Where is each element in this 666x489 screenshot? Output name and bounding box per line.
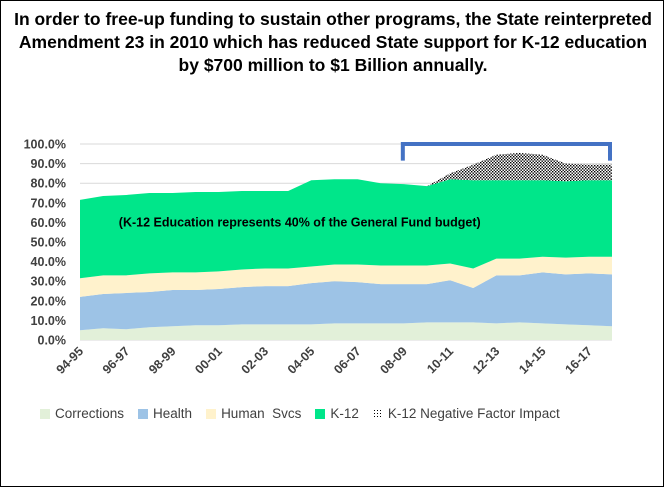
legend-label: Human Svcs (221, 406, 302, 421)
x-tick-label: 04-05 (285, 344, 318, 377)
legend-swatch (206, 408, 217, 419)
y-tick-label: 50.0% (31, 236, 66, 250)
legend-item: K-12 (315, 406, 359, 421)
legend: Corrections Health Human Svcs K-12 K-12 Nega… (40, 406, 640, 421)
legend-label: K-12 Negative Factor Impact (387, 406, 560, 421)
y-tick-label: 30.0% (31, 275, 66, 289)
k12-annotation: (K-12 Education represents 40% of the Ge… (119, 215, 481, 229)
y-tick-label: 90.0% (31, 157, 66, 171)
x-tick-label: 10-11 (424, 344, 456, 376)
y-tick-label: 20.0% (31, 294, 66, 308)
y-tick-label: 10.0% (31, 314, 66, 328)
x-tick-label: 14-15 (516, 344, 549, 377)
legend-label: K-12 (330, 406, 359, 421)
negative-factor-bracket (400, 142, 612, 161)
x-tick-label: 16-17 (562, 344, 595, 377)
legend-item: Human Svcs (206, 406, 301, 421)
x-axis-ticks: 94-95 96-97 98-99 00-01 02-03 04-05 06-07 08-09… (54, 344, 595, 377)
x-tick-label: 94-95 (54, 344, 87, 377)
legend-swatch (315, 408, 326, 419)
x-tick-label: 96-97 (100, 344, 133, 377)
y-tick-label: 40.0% (31, 255, 66, 269)
area-k-12 (80, 179, 612, 279)
legend-item: Health (138, 406, 192, 421)
y-tick-label: 60.0% (31, 216, 66, 230)
y-tick-label: 100.0% (24, 138, 66, 152)
legend-item: K-12 Negative Factor Impact (372, 406, 560, 421)
y-tick-label: 0.0% (38, 334, 67, 348)
area-health (80, 272, 612, 331)
legend-label: Health (153, 406, 193, 421)
area-series (80, 152, 612, 340)
x-tick-label: 02-03 (239, 344, 272, 377)
x-tick-label: 08-09 (377, 344, 410, 377)
x-tick-label: 12-13 (470, 344, 503, 377)
legend-swatch (40, 408, 50, 419)
area-corrections (80, 322, 612, 340)
legend-item: Corrections (40, 406, 124, 421)
x-tick-label: 98-99 (146, 344, 179, 377)
y-axis-ticks: 0.0% 10.0% 20.0% 30.0% 40.0% 50.0% 60.0% 70.0% 8… (24, 138, 66, 348)
legend-swatch (138, 408, 149, 419)
x-tick-label: 06-07 (331, 344, 364, 377)
y-tick-label: 80.0% (31, 177, 66, 191)
x-tick-label: 00-01 (192, 344, 225, 377)
area-k-12-negative-factor-impact (80, 152, 612, 200)
y-tick-label: 70.0% (31, 196, 66, 210)
area-human-svcs (80, 256, 612, 297)
chart-title: In order to free-up funding to sustain o… (14, 9, 652, 75)
legend-swatch (372, 408, 383, 419)
legend-label: Corrections (55, 406, 125, 421)
